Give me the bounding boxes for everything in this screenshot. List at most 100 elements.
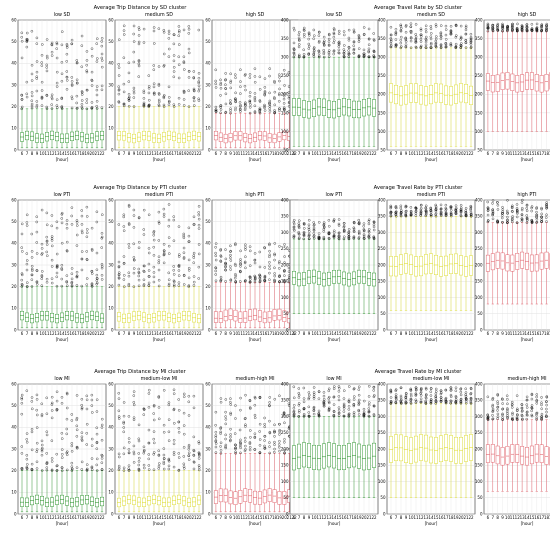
outlier xyxy=(342,225,346,229)
x-tick-label: 16 xyxy=(438,151,444,156)
outlier xyxy=(214,105,218,109)
outlier xyxy=(100,457,104,460)
outlier xyxy=(152,280,156,284)
outlier xyxy=(132,390,136,393)
outlier xyxy=(46,56,49,60)
x-tick-label: 10 xyxy=(311,331,317,336)
outlier xyxy=(486,26,490,29)
outlier xyxy=(352,226,356,229)
outlier xyxy=(60,97,63,100)
panel-title: low SD xyxy=(54,12,71,18)
outlier xyxy=(328,225,331,228)
outlier xyxy=(90,249,94,252)
outlier xyxy=(122,56,126,59)
outlier xyxy=(85,258,89,261)
outlier xyxy=(327,49,331,52)
outlier xyxy=(459,24,463,28)
outlier xyxy=(525,204,529,207)
outlier xyxy=(459,46,463,49)
outlier xyxy=(419,37,423,41)
outlier xyxy=(303,227,306,230)
outlier xyxy=(363,54,366,57)
outlier xyxy=(515,203,519,206)
outlier xyxy=(45,396,48,400)
outlier xyxy=(327,44,331,47)
outlier xyxy=(248,99,252,103)
outlier xyxy=(454,46,457,50)
outlier xyxy=(322,237,326,241)
outlier xyxy=(464,39,468,42)
outlier xyxy=(158,462,161,465)
outlier xyxy=(65,75,69,79)
outlier xyxy=(367,235,370,239)
outlier xyxy=(152,404,156,408)
outlier xyxy=(362,234,366,238)
outlier xyxy=(167,271,170,275)
outlier xyxy=(157,104,161,108)
outlier xyxy=(117,392,120,395)
outlier xyxy=(142,445,146,449)
y-tick-label: 400 xyxy=(281,197,289,202)
outlier xyxy=(45,277,49,281)
outlier xyxy=(45,452,48,455)
outlier xyxy=(172,392,176,395)
x-axis-label: [hour] xyxy=(328,337,341,342)
outlier xyxy=(268,261,271,264)
box xyxy=(223,309,228,322)
outlier xyxy=(347,46,351,49)
outlier xyxy=(152,275,156,279)
x-tick-label: 14 xyxy=(524,151,530,156)
outlier xyxy=(214,254,217,258)
y-tick-label: 50 xyxy=(283,495,289,500)
outlier xyxy=(337,51,340,54)
outlier xyxy=(238,101,242,104)
outlier xyxy=(167,418,171,421)
outlier xyxy=(278,280,281,284)
outlier xyxy=(214,79,217,83)
y-tick-label: 200 xyxy=(378,92,386,97)
outlier xyxy=(147,392,151,395)
outlier xyxy=(525,29,529,32)
outlier xyxy=(182,251,186,254)
x-tick-label: 8 xyxy=(496,331,499,336)
x-tick-label: 8 xyxy=(303,331,306,336)
outlier xyxy=(122,262,126,265)
x-tick-label: 9 xyxy=(36,151,39,156)
outlier xyxy=(263,266,267,269)
outlier xyxy=(148,275,151,278)
outlier xyxy=(117,74,121,77)
outlier xyxy=(158,100,161,104)
outlier xyxy=(273,253,276,257)
outlier xyxy=(372,236,376,240)
outlier xyxy=(30,400,34,403)
outlier xyxy=(254,277,257,281)
outlier xyxy=(298,236,301,239)
outlier xyxy=(127,93,131,96)
outlier xyxy=(525,209,529,213)
x-tick-label: 6 xyxy=(21,331,24,336)
y-tick-label: 60 xyxy=(205,17,211,22)
outlier xyxy=(298,39,301,42)
outlier xyxy=(409,36,413,39)
outlier xyxy=(55,47,58,50)
outlier xyxy=(332,52,335,56)
x-tick-label: 12 xyxy=(49,331,55,336)
y-tick-label: 100 xyxy=(475,129,483,134)
outlier xyxy=(85,107,89,111)
outlier xyxy=(343,44,346,47)
outlier xyxy=(76,106,79,110)
outlier xyxy=(302,230,306,234)
outlier xyxy=(65,274,69,277)
x-tick-label: 8 xyxy=(303,151,306,156)
panel-title: low MI xyxy=(326,376,341,382)
x-tick-label: 9 xyxy=(133,151,136,156)
x-tick-label: 19 xyxy=(181,331,187,336)
x-tick-label: 14 xyxy=(156,151,162,156)
outlier xyxy=(182,283,186,286)
outlier xyxy=(214,109,218,113)
outlier xyxy=(469,210,473,214)
outlier xyxy=(491,202,494,205)
outlier xyxy=(40,253,43,256)
outlier xyxy=(357,36,361,40)
outlier xyxy=(100,426,104,429)
